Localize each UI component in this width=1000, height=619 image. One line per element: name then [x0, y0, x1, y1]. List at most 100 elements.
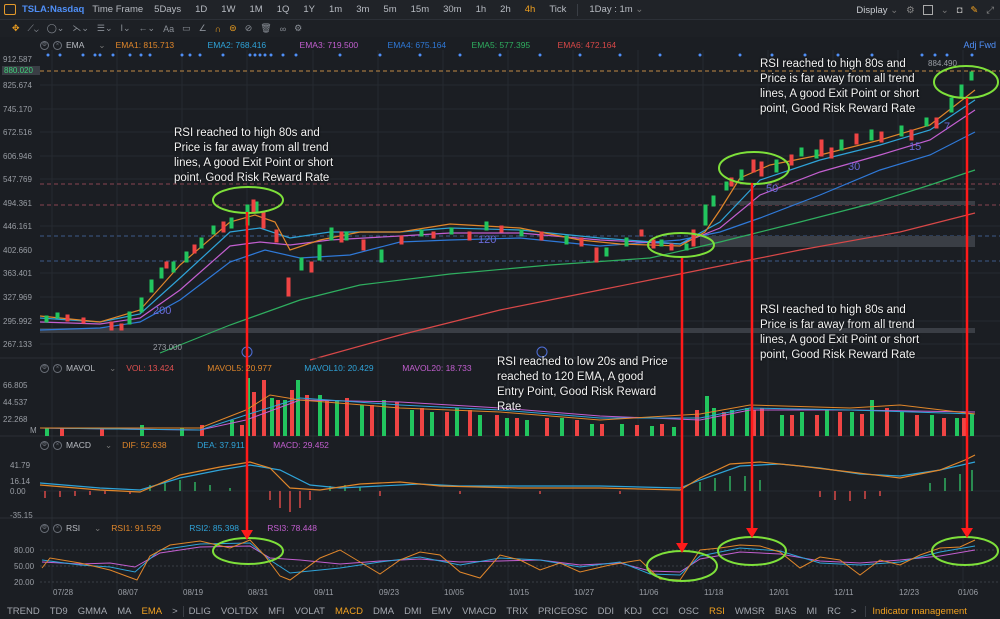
- settings-gear-icon[interactable]: ⚙: [40, 363, 49, 373]
- pattern-tool-icon[interactable]: ⋋⌄: [72, 23, 89, 33]
- fib-tool-icon[interactable]: ☰⌄: [96, 23, 113, 33]
- timeframe-1d[interactable]: 1D: [195, 4, 208, 15]
- tab-dlig[interactable]: DLIG: [188, 605, 211, 617]
- chevron-down-icon[interactable]: ⌄: [98, 39, 106, 50]
- close-icon[interactable]: ×: [53, 440, 62, 450]
- tab-ddi[interactable]: DDI: [597, 605, 615, 617]
- rsi3-value: RSI3: 78.448: [267, 523, 317, 533]
- settings-gear-icon[interactable]: ⚙: [40, 40, 49, 50]
- timeframe-4h[interactable]: 4h: [524, 4, 536, 15]
- range-select[interactable]: 1Day : 1m ⌄: [582, 4, 650, 15]
- tab-mfi[interactable]: MFI: [268, 605, 285, 617]
- layout-square-icon[interactable]: [922, 5, 933, 15]
- timeframe-15m[interactable]: 15m: [410, 4, 430, 15]
- shape-tool-icon[interactable]: ◯⌄: [46, 23, 65, 33]
- move-crosshair-icon[interactable]: ✥: [12, 23, 20, 33]
- line-tool-icon[interactable]: ⟋⌄: [27, 23, 39, 33]
- tab-ma[interactable]: MA: [117, 605, 132, 617]
- display-dropdown[interactable]: Display ⌄: [856, 5, 898, 16]
- tab-voltdx[interactable]: VOLTDX: [220, 605, 259, 617]
- text-tool-icon[interactable]: Aa: [163, 23, 175, 34]
- chevron-down-icon: ⌄: [635, 4, 644, 15]
- rsi2-value: RSI2: 85.398: [189, 523, 239, 533]
- chevron-right-icon[interactable]: >: [850, 605, 857, 617]
- measure-tool-icon[interactable]: Ι⌄: [120, 23, 131, 33]
- tab-vmacd[interactable]: VMACD: [462, 605, 497, 617]
- chevron-right-icon[interactable]: >: [167, 605, 184, 617]
- settings-gear-icon[interactable]: ⚙: [906, 4, 915, 16]
- magnet-icon[interactable]: ∩: [214, 23, 222, 34]
- indicator-management-button[interactable]: Indicator management: [865, 605, 967, 617]
- tab-cci[interactable]: CCI: [652, 605, 669, 617]
- lock-drawing-icon[interactable]: ⊜: [229, 23, 237, 33]
- tab-rsi[interactable]: RSI: [708, 605, 725, 617]
- chevron-down-icon[interactable]: ⌄: [940, 4, 949, 16]
- mavol-legend: ⚙ × MAVOL ⌄ VOL: 13.424 MAVOL5: 20.977 M…: [0, 361, 492, 375]
- tab-gmma[interactable]: GMMA: [77, 605, 108, 617]
- tab-td9[interactable]: TD9: [49, 605, 68, 617]
- timeframe-1m[interactable]: 1m: [329, 4, 343, 15]
- indicator-name[interactable]: EMA: [66, 40, 85, 50]
- tab-bias[interactable]: BIAS: [774, 605, 797, 617]
- settings-gear-icon[interactable]: ⚙: [40, 523, 49, 533]
- chevron-down-icon[interactable]: ⌄: [109, 362, 117, 373]
- indicator-name[interactable]: MACD: [66, 440, 92, 450]
- tab-kdj[interactable]: KDJ: [624, 605, 642, 617]
- comment-tool-icon[interactable]: ▭: [182, 23, 191, 33]
- tab-rc[interactable]: RC: [827, 605, 841, 617]
- timeframe-5m[interactable]: 5m: [383, 4, 397, 15]
- timeframe-1h[interactable]: 1h: [475, 4, 487, 15]
- tab-dma[interactable]: DMA: [372, 605, 395, 617]
- tab-wmsr[interactable]: WMSR: [734, 605, 765, 617]
- tab-trend[interactable]: TREND: [7, 605, 40, 617]
- symbol-label[interactable]: TSLA:Nasdaq: [22, 4, 85, 15]
- link-icon[interactable]: ∞: [279, 23, 287, 34]
- timeframe-3m[interactable]: 3m: [356, 4, 370, 15]
- pencil-icon[interactable]: ✎: [970, 4, 979, 16]
- camera-icon[interactable]: ◘: [956, 4, 963, 16]
- tab-emv[interactable]: EMV: [431, 605, 453, 617]
- timeframe-2h[interactable]: 2h: [500, 4, 511, 15]
- date-tick: 10/05: [444, 588, 465, 597]
- tab-ema[interactable]: EMA: [141, 605, 163, 617]
- settings-gear-icon[interactable]: ⚙: [40, 440, 49, 450]
- arrow-tool-icon[interactable]: ←⌄: [138, 23, 156, 33]
- tab-dmi[interactable]: DMI: [404, 605, 422, 617]
- date-tick: 10/15: [509, 588, 530, 597]
- timeframe-1mo[interactable]: 1M: [249, 4, 263, 15]
- chevron-down-icon[interactable]: ⌄: [105, 439, 113, 450]
- ema4-value: EMA4: 675.164: [387, 40, 447, 50]
- svg-text:884.490: 884.490: [928, 59, 957, 68]
- close-icon[interactable]: ×: [53, 523, 62, 533]
- fullscreen-icon[interactable]: ⤢: [986, 4, 994, 16]
- tab-osc[interactable]: OSC: [678, 605, 699, 617]
- close-icon[interactable]: ×: [53, 363, 62, 373]
- timeframe-1w[interactable]: 1W: [221, 4, 236, 15]
- trash-icon[interactable]: 🗑: [260, 23, 272, 33]
- timeframe-1q[interactable]: 1Q: [276, 4, 290, 15]
- tab-trix[interactable]: TRIX: [506, 605, 529, 617]
- timeframe-5days[interactable]: 5Days: [154, 4, 182, 15]
- indicator-name[interactable]: MAVOL: [66, 363, 96, 373]
- adjust-forward-toggle[interactable]: Adj Fwd: [963, 40, 996, 50]
- timeframe-1y[interactable]: 1Y: [303, 4, 316, 15]
- tab-mi[interactable]: MI: [806, 605, 818, 617]
- ema2-value: EMA2: 768.416: [207, 40, 267, 50]
- close-icon[interactable]: ×: [53, 40, 62, 50]
- timeframe-tick[interactable]: Tick: [549, 4, 567, 15]
- timeframe-30m[interactable]: 30m: [443, 4, 462, 15]
- chevron-down-icon[interactable]: ⌄: [94, 522, 102, 533]
- drawing-settings-icon[interactable]: ⚙: [294, 23, 303, 33]
- top-right-controls: Display ⌄ ⚙ ⌄ ◘ ✎ ⤢: [856, 0, 994, 20]
- tab-volat[interactable]: VOLAT: [294, 605, 325, 617]
- tab-macd[interactable]: MACD: [334, 605, 363, 617]
- svg-text:200: 200: [153, 305, 171, 317]
- angle-tool-icon[interactable]: ∠: [198, 23, 207, 33]
- tab-priceosc[interactable]: PRICEOSC: [538, 605, 588, 617]
- indicator-name[interactable]: RSI: [66, 523, 81, 533]
- dea-value: DEA: 37.911: [197, 440, 245, 450]
- sidebar-toggle-icon[interactable]: [4, 4, 16, 15]
- hide-drawings-icon[interactable]: ⊘: [244, 23, 253, 33]
- vol-tick: 44.537: [3, 398, 28, 407]
